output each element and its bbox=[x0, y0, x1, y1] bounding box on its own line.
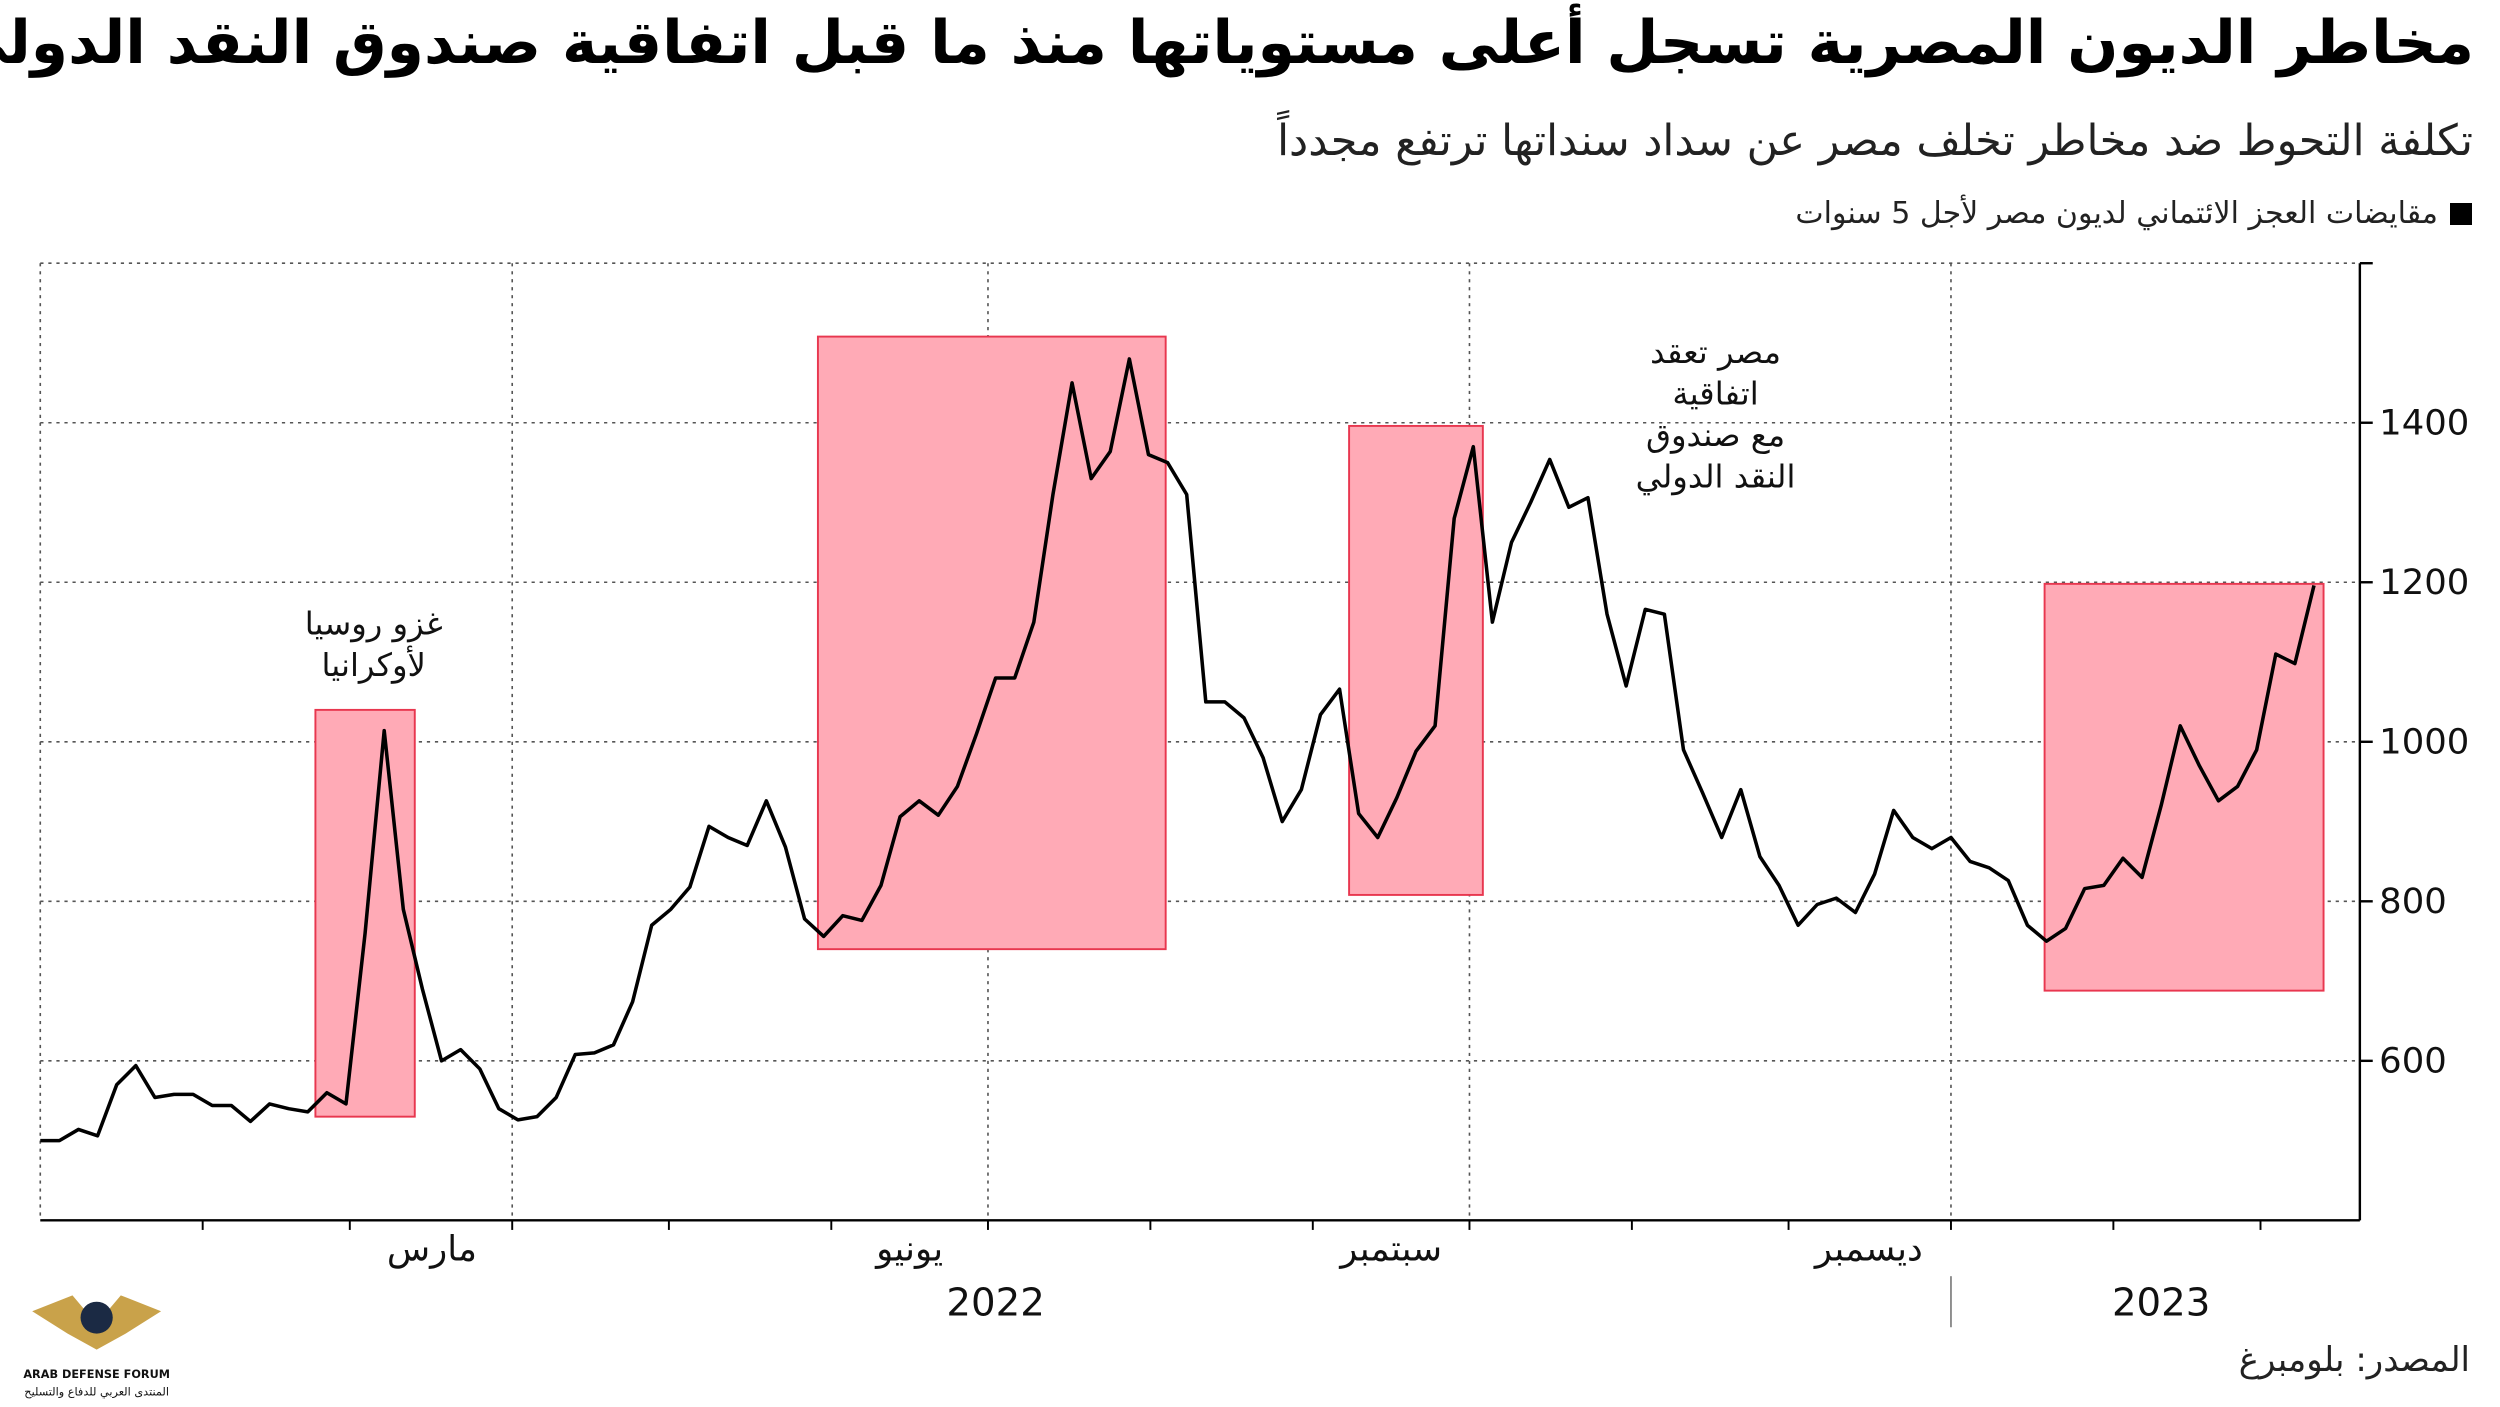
legend-swatch bbox=[2450, 202, 2472, 225]
chart-title: مخاطر الديون المصرية تسجل أعلى مستوياتها… bbox=[0, 8, 2474, 78]
logo bbox=[80, 1301, 113, 1334]
logo bbox=[32, 1295, 162, 1350]
x-tick-label: ديسمبر bbox=[1813, 1229, 1923, 1270]
y-tick-label: 600 bbox=[2379, 1041, 2447, 1082]
x-tick-label: سبتمبر bbox=[1338, 1229, 1442, 1270]
annotation: لأوكرانيا bbox=[321, 645, 425, 684]
annotation: النقد الدولي bbox=[1636, 458, 1796, 496]
y-tick-label: 800 bbox=[2379, 881, 2447, 922]
highlight-box bbox=[2043, 582, 2325, 992]
annotation: اتفاقية bbox=[1672, 375, 1758, 413]
highlight-box bbox=[1348, 424, 1484, 896]
y-tick-label: 1000 bbox=[2379, 721, 2469, 762]
annotation: مع صندوق bbox=[1646, 416, 1785, 454]
annotation: غزو روسيا bbox=[305, 604, 443, 642]
watermark: ARAB DEFENSE FORUM bbox=[23, 1368, 170, 1381]
legend-label: مقايضات العجز الائتماني لديون مصر لأجل 5… bbox=[1795, 196, 2438, 231]
annotation: مصر تعقد bbox=[1650, 333, 1781, 371]
highlight-box bbox=[816, 335, 1167, 951]
watermark: المنتدى العربي للدفاع والتسليح bbox=[24, 1386, 169, 1399]
legend: مقايضات العجز الائتماني لديون مصر لأجل 5… bbox=[1795, 196, 2472, 231]
y-tick-label: 1400 bbox=[2379, 402, 2469, 443]
x-year-label: 2022 bbox=[946, 1281, 1044, 1326]
x-tick-label: مارس bbox=[387, 1229, 477, 1270]
data-line bbox=[40, 357, 2316, 1143]
x-tick-label: يونيو bbox=[874, 1229, 943, 1270]
x-year-label: 2023 bbox=[2112, 1281, 2210, 1326]
chart-subtitle: تكلفة التحوط ضد مخاطر تخلف مصر عن سداد س… bbox=[1277, 116, 2473, 166]
y-tick-label: 1200 bbox=[2379, 562, 2469, 603]
source-note: المصدر: بلومبرغ bbox=[2238, 1340, 2470, 1380]
highlight-box bbox=[314, 708, 416, 1118]
